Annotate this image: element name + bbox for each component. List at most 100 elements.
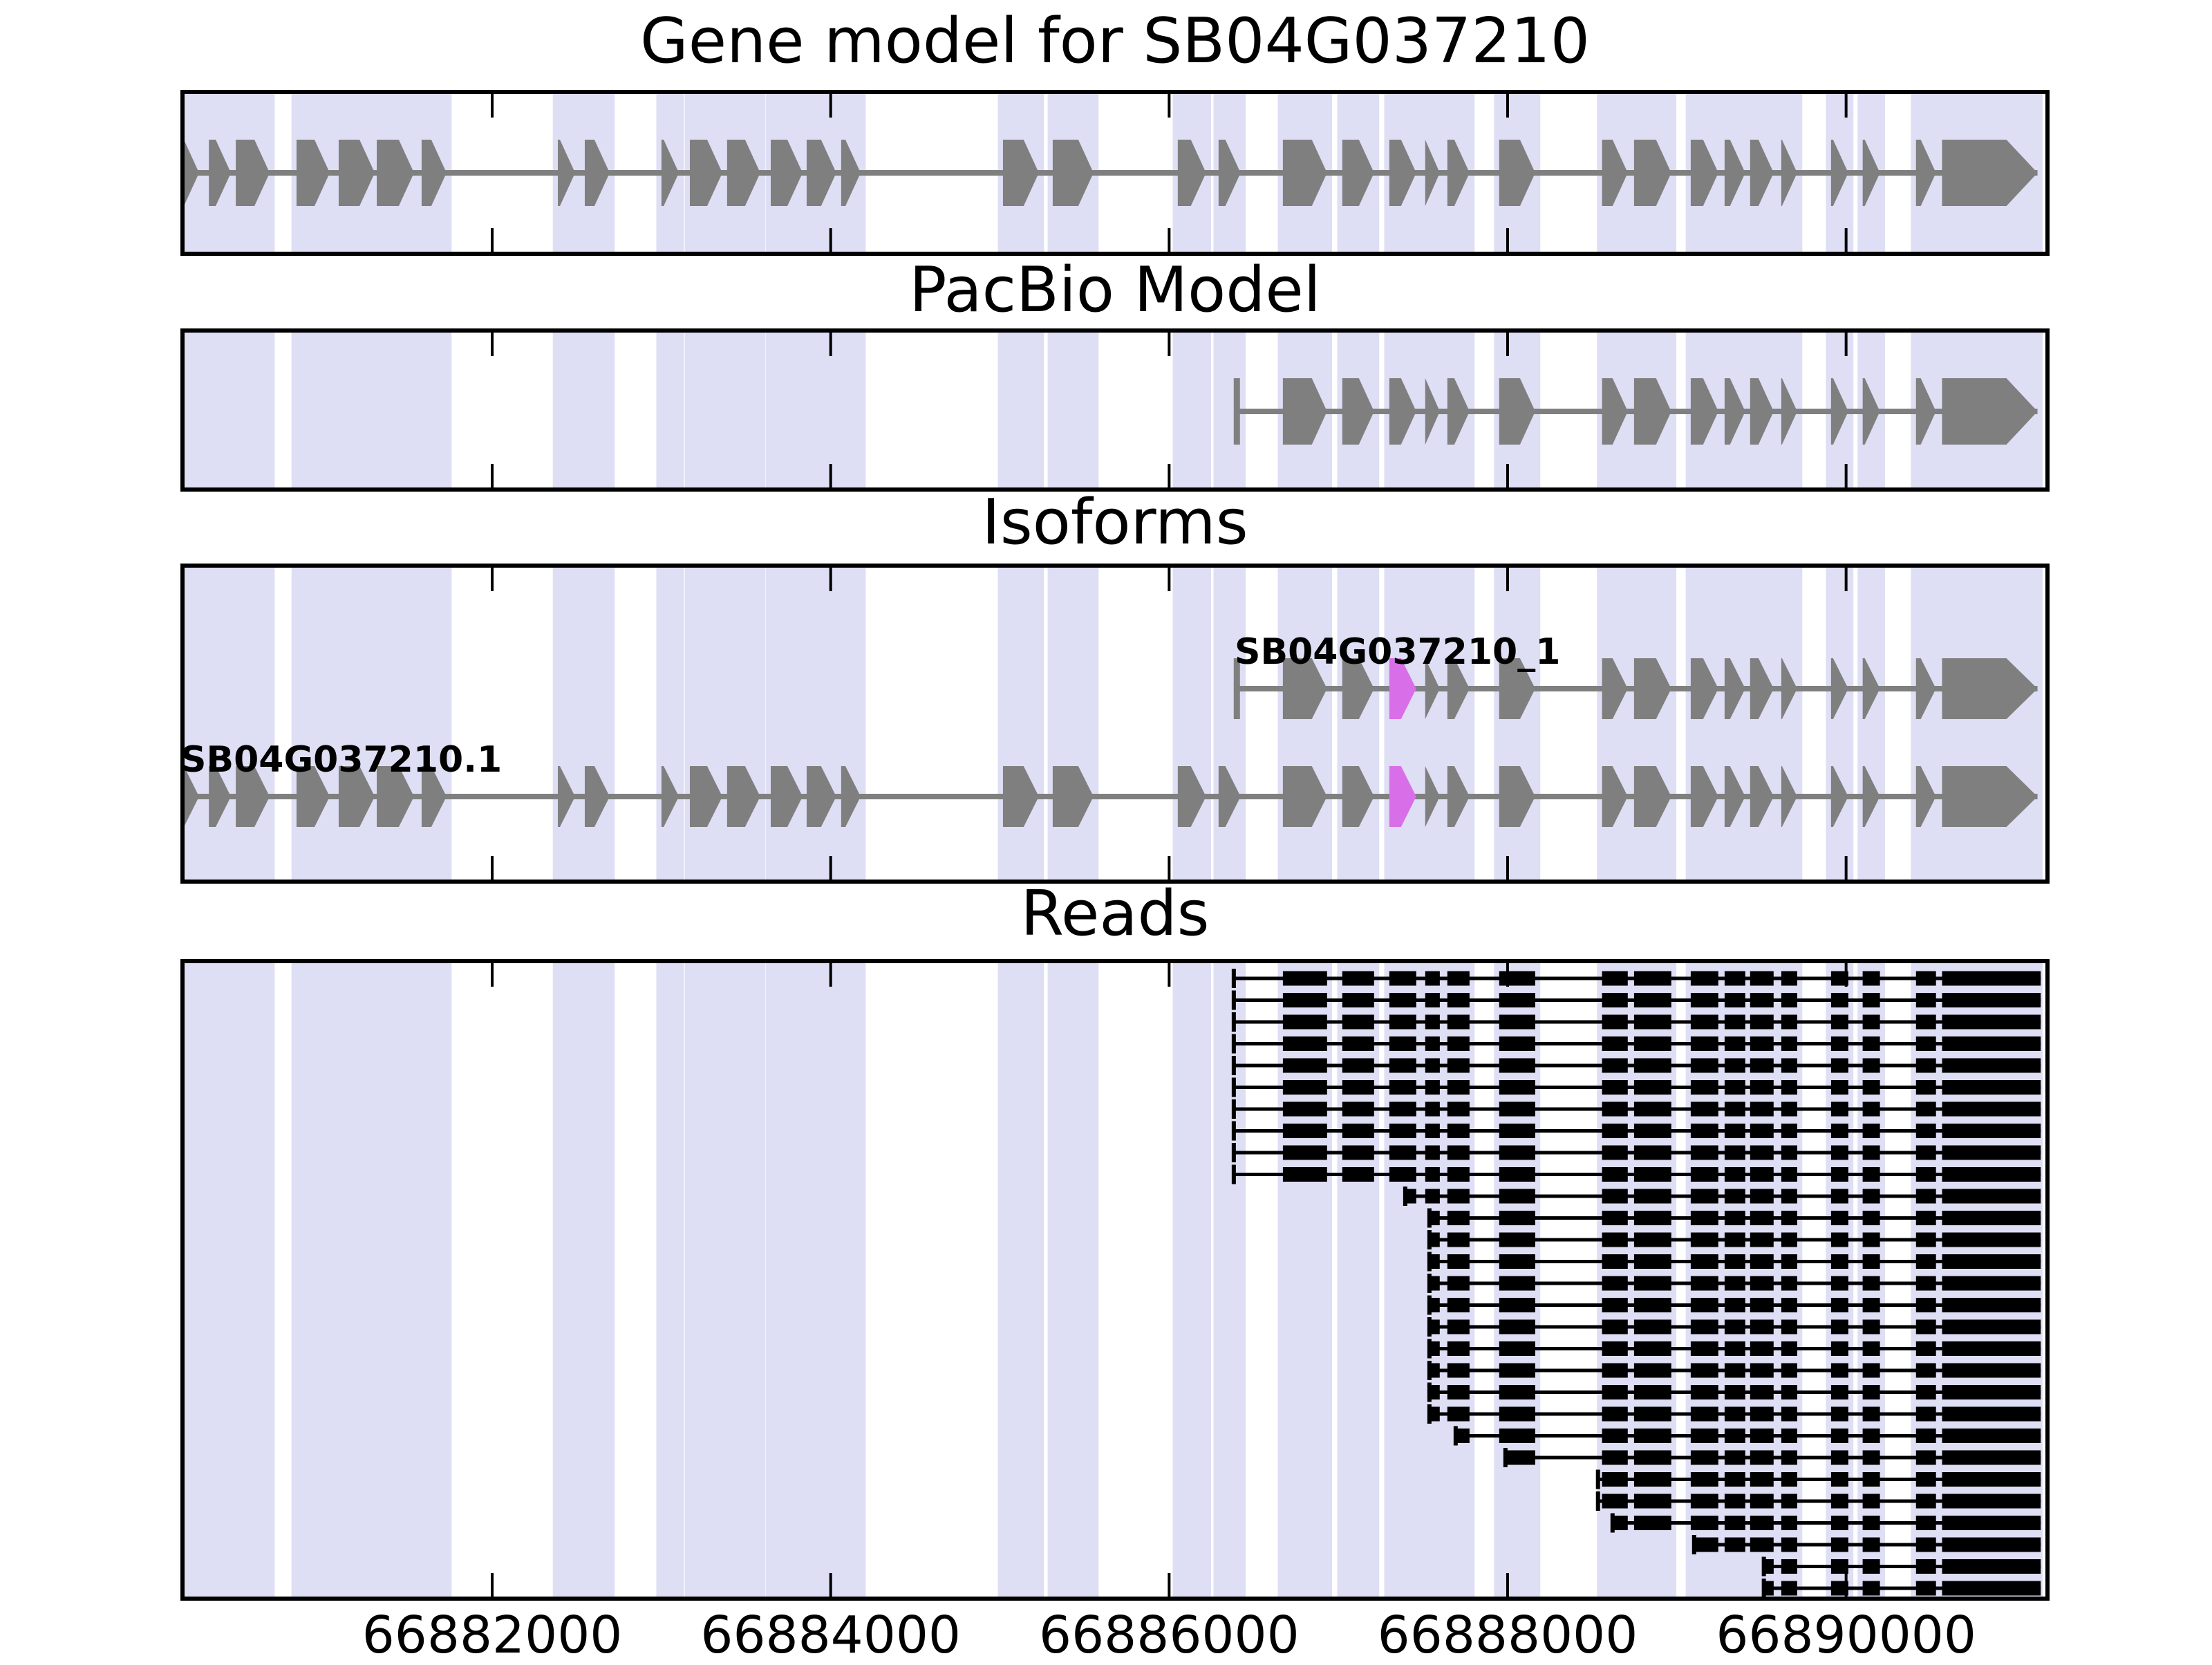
read-block: [1942, 1014, 2041, 1030]
exon-stripe: [1597, 566, 1677, 882]
read-block: [1389, 1101, 1416, 1117]
read-block: [1633, 1145, 1671, 1160]
read-block: [1342, 1101, 1374, 1117]
read-block: [1781, 1080, 1797, 1095]
exon: [1177, 766, 1206, 827]
read-block: [1499, 1298, 1535, 1312]
read-block: [1942, 1385, 2041, 1399]
read-block: [1602, 971, 1628, 986]
axis-tick: [1844, 963, 1848, 987]
read-block: [1447, 1254, 1470, 1269]
read-block: [1724, 1406, 1745, 1422]
exon: [1724, 766, 1745, 827]
read-block: [1915, 1581, 1936, 1596]
exon: [1447, 658, 1470, 719]
read-block: [1862, 1167, 1880, 1182]
exon-stripe: [1337, 961, 1380, 1599]
exon: [338, 140, 375, 206]
read-block: [1447, 993, 1470, 1007]
intron-line: [182, 794, 2038, 799]
read: [1231, 1056, 2041, 1075]
read-block: [1763, 1581, 1774, 1596]
read-block: [1282, 1014, 1327, 1030]
read-block: [1425, 1145, 1440, 1160]
read-block: [1633, 1494, 1671, 1509]
read-block: [1602, 1298, 1628, 1312]
read-block: [1781, 1494, 1797, 1509]
read-block: [1425, 1167, 1440, 1182]
read: [1595, 1469, 2041, 1489]
exon: [1690, 766, 1718, 827]
axis-tick: [491, 94, 494, 118]
axis-tick: [1168, 856, 1171, 880]
exon: [1602, 140, 1628, 206]
exon: [1830, 140, 1848, 206]
read-block: [1724, 1080, 1745, 1095]
exon: [1282, 766, 1327, 827]
read-block: [1389, 1080, 1416, 1095]
read-block: [1781, 1101, 1797, 1117]
read-block: [1724, 1211, 1745, 1225]
read-block: [1862, 1189, 1880, 1204]
read-block: [1942, 1341, 2041, 1356]
read-block: [1389, 1058, 1416, 1073]
read-block: [1781, 1341, 1797, 1356]
read-block: [1915, 1058, 1936, 1073]
read-block: [1942, 1494, 2041, 1509]
read-block: [1690, 1472, 1718, 1487]
axis-tick: [491, 228, 494, 252]
exon: [806, 140, 836, 206]
read-block: [1499, 1232, 1535, 1247]
panel-title-gene-model: Gene model for SB04G037210: [639, 5, 1591, 77]
axis-tick: [1506, 1573, 1509, 1597]
read-line: [1763, 1565, 2041, 1568]
read-block: [1830, 1189, 1848, 1204]
read-block: [1781, 1516, 1797, 1530]
read-block: [1915, 1341, 1936, 1356]
exon-stripe: [1172, 331, 1212, 490]
highlight-exon: [1389, 658, 1416, 719]
exon: [1342, 140, 1374, 206]
read-block: [1447, 1298, 1470, 1312]
read-block: [1429, 1385, 1440, 1399]
read: [1427, 1230, 2041, 1249]
read-block: [1633, 1014, 1671, 1030]
read-block: [1750, 1385, 1774, 1399]
read-block: [1447, 1080, 1470, 1095]
read-block: [1724, 1167, 1745, 1182]
read-block: [1499, 1385, 1535, 1399]
exon-stripe: [1172, 961, 1212, 1599]
read-block: [1862, 993, 1880, 1007]
read-block: [1750, 1276, 1774, 1291]
read: [1231, 1034, 2041, 1054]
read-block: [1724, 1363, 1745, 1378]
read-block: [1690, 1124, 1718, 1138]
panel-border: [180, 90, 2050, 256]
exon: [771, 766, 803, 827]
read-block: [1455, 1429, 1470, 1443]
exon: [1447, 140, 1470, 206]
read-block: [1830, 1124, 1848, 1138]
read-block: [1942, 971, 2041, 986]
read-block: [1750, 1167, 1774, 1182]
exon: [689, 766, 722, 827]
read-block: [1830, 1145, 1848, 1160]
read-block: [1690, 1167, 1718, 1182]
exon: [1389, 378, 1416, 445]
read-block: [1499, 1036, 1535, 1051]
read: [1427, 1382, 2041, 1402]
read: [1427, 1208, 2041, 1228]
read-block: [1724, 1319, 1745, 1334]
axis-tick: [829, 228, 832, 252]
read-block: [1724, 993, 1745, 1007]
x-axis-tick-label: 66888000: [1377, 1606, 1638, 1665]
exon: [421, 766, 447, 827]
read-block: [1447, 1406, 1470, 1422]
read-block: [1862, 1014, 1880, 1030]
read-block: [1633, 1167, 1671, 1182]
read-block: [1282, 971, 1327, 986]
exon: [806, 766, 836, 827]
exon: [1002, 140, 1039, 206]
read-block: [1942, 1232, 2041, 1247]
